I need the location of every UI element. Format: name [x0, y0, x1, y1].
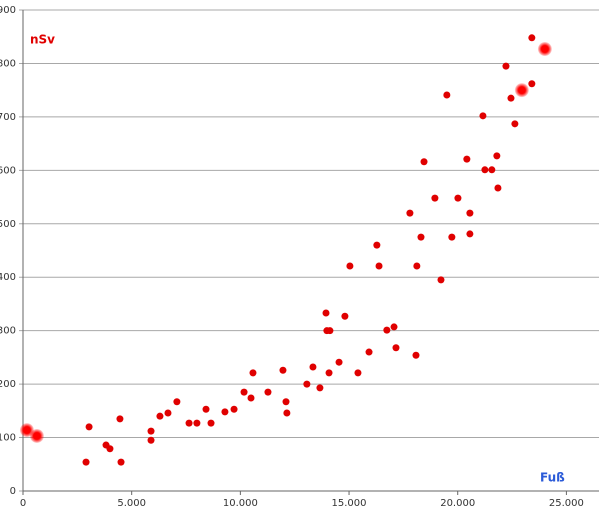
point — [392, 344, 400, 352]
point — [326, 327, 334, 335]
point — [82, 458, 90, 466]
point — [507, 94, 515, 102]
x-tick-label: 20.000 — [440, 498, 475, 509]
point — [247, 394, 255, 402]
point — [249, 369, 257, 377]
point — [354, 369, 362, 377]
y-tick-label: 700 — [0, 112, 16, 123]
point — [316, 384, 324, 392]
point — [528, 34, 536, 42]
x-axis-label: Fuß — [540, 471, 565, 485]
point — [341, 312, 349, 320]
y-tick-label: 300 — [0, 326, 16, 337]
point — [164, 409, 172, 417]
y-tick-label: 600 — [0, 165, 16, 176]
point — [335, 358, 343, 366]
point — [454, 194, 462, 202]
point — [466, 209, 474, 217]
point — [240, 388, 248, 396]
point — [463, 155, 471, 163]
point — [173, 398, 181, 406]
point — [502, 62, 510, 70]
y-tick-label: 400 — [0, 272, 16, 283]
point — [207, 419, 215, 427]
point — [346, 262, 354, 270]
point — [383, 326, 391, 334]
point — [202, 405, 210, 413]
y-tick-label: 100 — [0, 433, 16, 444]
point — [116, 415, 124, 423]
point — [417, 233, 425, 241]
point — [511, 120, 519, 128]
point — [193, 419, 201, 427]
point — [29, 428, 44, 443]
point — [537, 42, 552, 57]
y-tick-label: 0 — [10, 486, 16, 497]
x-tick-label: 10.000 — [223, 498, 258, 509]
point — [466, 230, 474, 238]
point — [283, 409, 291, 417]
point — [156, 412, 164, 420]
point — [117, 458, 125, 466]
point — [106, 445, 114, 453]
point — [303, 380, 311, 388]
point — [412, 351, 420, 359]
point — [185, 419, 193, 427]
point — [221, 408, 229, 416]
y-axis-label: nSv — [30, 33, 55, 47]
point — [365, 348, 373, 356]
x-tick-label: 15.000 — [332, 498, 367, 509]
y-tick-label: 900 — [0, 5, 16, 16]
x-tick-label: 5.000 — [117, 498, 146, 509]
point — [431, 194, 439, 202]
point — [481, 166, 489, 174]
point — [494, 184, 502, 192]
point — [147, 436, 155, 444]
point — [264, 388, 272, 396]
y-tick-label: 500 — [0, 219, 16, 230]
point — [309, 363, 317, 371]
point — [443, 91, 451, 99]
y-tick-label: 200 — [0, 379, 16, 390]
point — [479, 112, 487, 120]
point — [325, 369, 333, 377]
point — [528, 80, 536, 88]
point — [493, 152, 501, 160]
point — [514, 83, 529, 98]
point — [322, 309, 330, 317]
point — [437, 276, 445, 284]
point — [282, 398, 290, 406]
point — [420, 158, 428, 166]
point — [488, 166, 496, 174]
point — [147, 427, 155, 435]
point — [279, 366, 287, 374]
y-tick-label: 800 — [0, 58, 16, 69]
point — [85, 423, 93, 431]
point — [448, 233, 456, 241]
point — [390, 323, 398, 331]
x-tick-label: 0 — [20, 498, 26, 509]
point — [373, 241, 381, 249]
x-tick-label: 25.000 — [549, 498, 584, 509]
point — [413, 262, 421, 270]
point — [406, 209, 414, 217]
point — [375, 262, 383, 270]
point — [230, 405, 238, 413]
